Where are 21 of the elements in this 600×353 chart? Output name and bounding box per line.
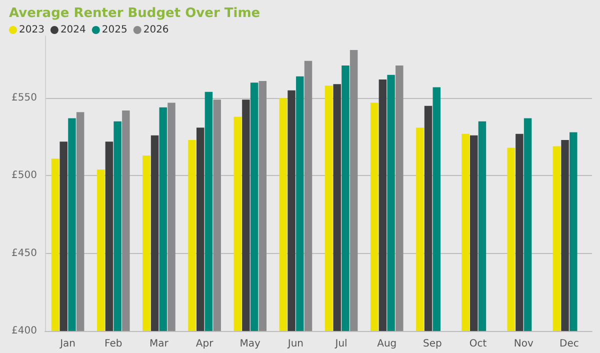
x-tick-label: Dec bbox=[560, 338, 579, 350]
x-tick-label: Jul bbox=[334, 338, 348, 350]
x-tick-label: Oct bbox=[469, 338, 487, 350]
x-tick-label: Sep bbox=[423, 338, 442, 350]
legend-label: 2024 bbox=[60, 24, 86, 36]
x-tick-label: Jun bbox=[286, 338, 304, 350]
x-tick-label: Apr bbox=[196, 338, 214, 350]
y-tick-label: £400 bbox=[12, 326, 37, 336]
x-tick-label: Mar bbox=[150, 338, 170, 350]
legend-label: 2025 bbox=[102, 24, 128, 36]
y-tick-label: £450 bbox=[12, 248, 37, 259]
x-tick-label: Aug bbox=[377, 338, 397, 350]
y-tick-label: £500 bbox=[12, 170, 37, 182]
legend-label: 2023 bbox=[19, 24, 44, 36]
y-tick-label: £550 bbox=[12, 92, 37, 104]
x-tick-label: Jan bbox=[59, 338, 76, 350]
x-tick-label: May bbox=[240, 338, 261, 350]
x-tick-label: Feb bbox=[104, 338, 122, 350]
x-tick-label: Nov bbox=[514, 338, 534, 350]
legend-label: 2026 bbox=[143, 24, 169, 36]
chart-title: Average Renter Budget Over Time bbox=[9, 6, 260, 21]
